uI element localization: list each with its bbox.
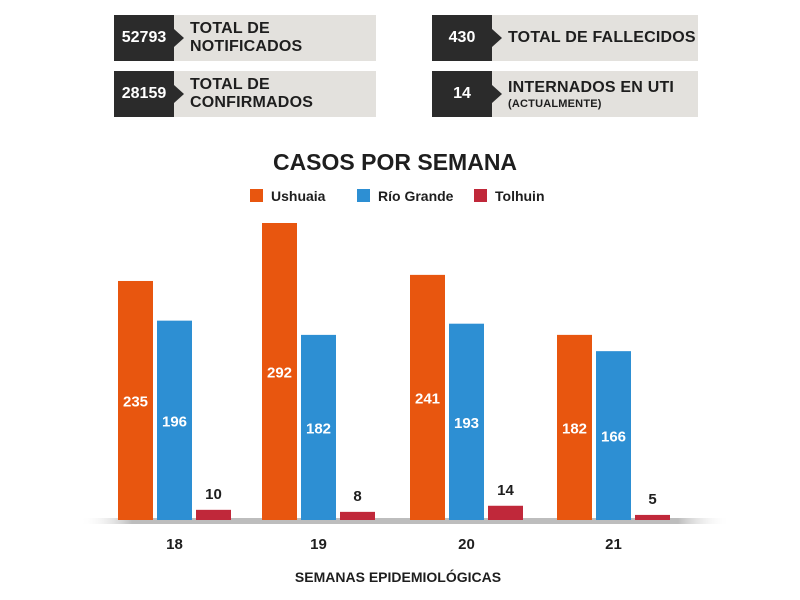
bar <box>196 509 231 520</box>
legend-label: Ushuaia <box>271 188 326 204</box>
baseline <box>80 518 730 524</box>
data-label: 8 <box>353 488 361 505</box>
bar <box>262 223 297 520</box>
data-label: 193 <box>454 415 479 432</box>
stat-confirmados: 28159 TOTAL DE CONFIRMADOS <box>114 71 376 117</box>
bar <box>340 511 375 520</box>
stat-sublabel: (ACTUALMENTE) <box>508 97 602 110</box>
chart-title: CASOS POR SEMANA <box>273 149 517 175</box>
legend-swatch <box>474 189 487 202</box>
bar <box>118 280 153 520</box>
bar <box>410 274 445 520</box>
data-label: 292 <box>267 365 292 382</box>
stat-internados-uti: 14 INTERNADOS EN UTI (ACTUALMENTE) <box>432 71 698 117</box>
stat-notificados: 52793 TOTAL DE NOTIFICADOS <box>114 15 376 61</box>
stat-label-box: INTERNADOS EN UTI (ACTUALMENTE) <box>492 71 698 117</box>
bars-group: 235 196 10 292 182 8 241 193 14 182 166 5 <box>118 223 670 520</box>
chart-legend: Ushuaia Río Grande Tolhuin <box>250 188 545 204</box>
stat-label: INTERNADOS EN UTI <box>508 78 675 96</box>
x-tick-label: 21 <box>605 536 622 553</box>
stat-label-box: TOTAL DE CONFIRMADOS <box>174 71 376 117</box>
data-label: 166 <box>601 429 626 446</box>
stat-label: TOTAL DE NOTIFICADOS <box>190 20 303 55</box>
legend-swatch <box>357 189 370 202</box>
data-label: 182 <box>562 420 587 437</box>
stat-value: 52793 <box>114 15 184 61</box>
bar <box>635 514 670 520</box>
bar <box>557 334 592 520</box>
data-label: 14 <box>497 482 514 499</box>
stat-label-box: TOTAL DE FALLECIDOS <box>492 15 698 61</box>
legend-label: Tolhuin <box>495 188 545 204</box>
x-tick-label: 20 <box>458 536 475 553</box>
stat-label: TOTAL DE CONFIRMADOS <box>190 76 314 111</box>
data-label: 235 <box>123 393 148 410</box>
stat-fallecidos: 430 TOTAL DE FALLECIDOS <box>432 15 698 61</box>
bar <box>301 334 336 520</box>
x-ticks: 18 19 20 21 <box>166 536 622 553</box>
bar <box>157 320 192 520</box>
stat-value: 14 <box>432 71 502 117</box>
data-label: 196 <box>162 413 187 430</box>
bar <box>488 505 523 520</box>
data-label: 5 <box>648 491 656 508</box>
data-label: 241 <box>415 390 440 407</box>
stat-label: TOTAL DE FALLECIDOS <box>508 29 696 46</box>
x-tick-label: 18 <box>166 536 183 553</box>
bar <box>449 323 484 520</box>
stat-value: 430 <box>432 15 502 61</box>
data-label: 10 <box>205 486 222 503</box>
data-label: 182 <box>306 420 331 437</box>
x-tick-label: 19 <box>310 536 327 553</box>
bar <box>596 351 631 520</box>
stat-label-box: TOTAL DE NOTIFICADOS <box>174 15 376 61</box>
legend-swatch <box>250 189 263 202</box>
x-axis-label: SEMANAS EPIDEMIOLÓGICAS <box>295 568 501 585</box>
stat-value: 28159 <box>114 71 184 117</box>
legend-label: Río Grande <box>378 188 454 204</box>
